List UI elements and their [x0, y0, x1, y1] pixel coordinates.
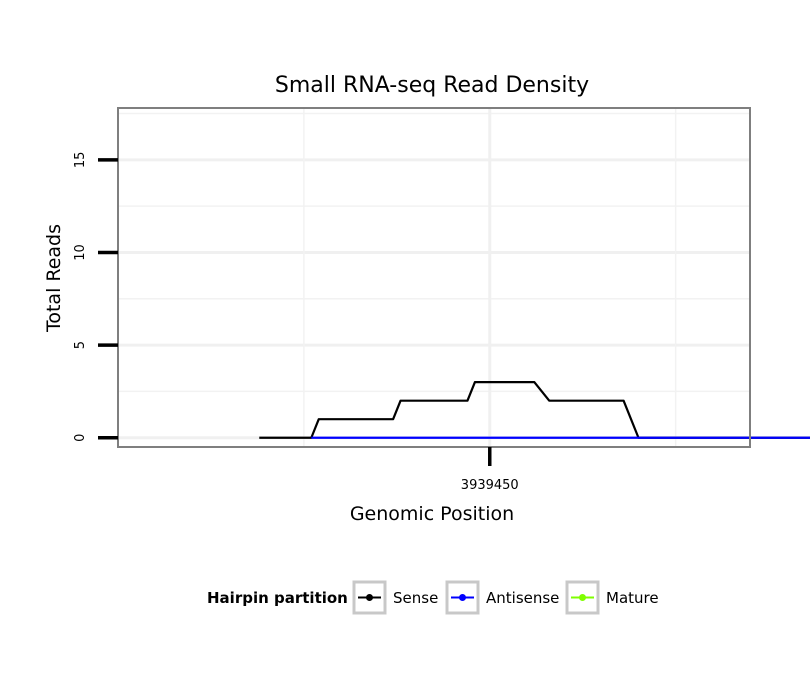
- legend-dot-mature: [579, 594, 586, 601]
- legend-dot-antisense: [459, 594, 466, 601]
- plot-panel: [118, 108, 750, 447]
- plot-border: [117, 107, 751, 448]
- legend-label-antisense: Antisense: [486, 589, 559, 607]
- x-tick-label: 3939450: [461, 478, 519, 493]
- legend-title: Hairpin partition: [207, 589, 348, 607]
- grid-layer: [118, 108, 750, 447]
- y-tick-label: 0: [73, 434, 88, 442]
- series-layer: [259, 381, 810, 439]
- y-tick-label: 15: [73, 152, 88, 169]
- x-axis-title: Genomic Position: [350, 503, 514, 525]
- legend: Hairpin partition Sense Antisense Mature: [207, 580, 659, 615]
- legend-label-sense: Sense: [393, 589, 438, 607]
- y-tick-label: 10: [73, 244, 88, 261]
- axis-layer: 051015393945039394003939350: [73, 152, 519, 493]
- legend-dot-sense: [366, 594, 373, 601]
- chart-title: Small RNA-seq Read Density: [275, 73, 589, 98]
- legend-label-mature: Mature: [606, 589, 659, 607]
- y-tick-label: 5: [73, 341, 88, 349]
- series-line-sense: [259, 381, 810, 439]
- y-axis-title: Total Reads: [43, 224, 65, 333]
